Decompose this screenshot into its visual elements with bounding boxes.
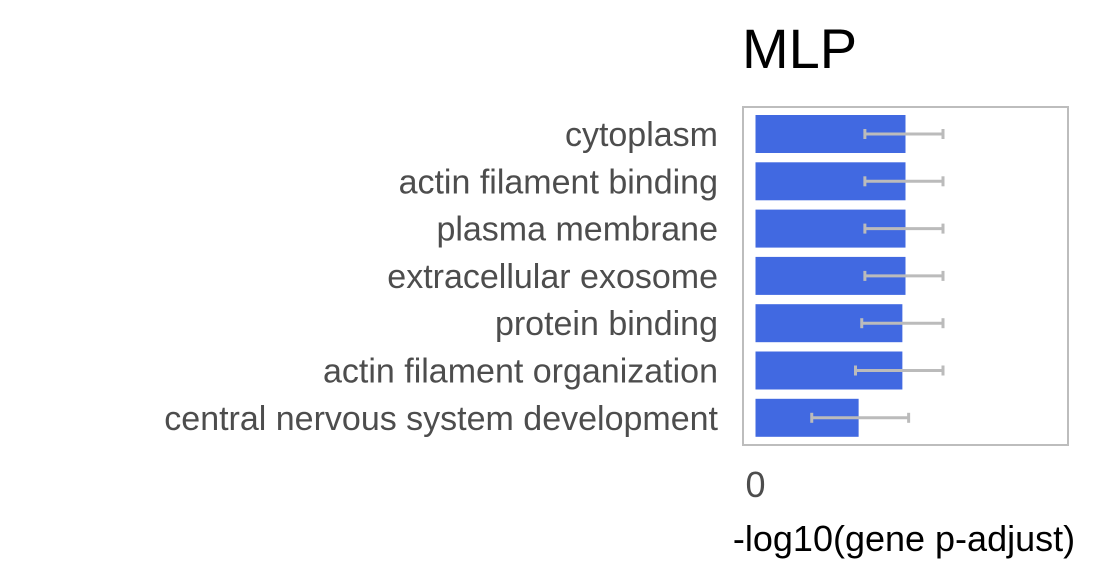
category-labels: cytoplasm actin filament binding plasma me… — [164, 116, 718, 438]
category-label-5: actin filament organization — [323, 353, 718, 391]
error-bar-4 — [860, 318, 945, 329]
category-label-6: central nervous system development — [164, 400, 718, 438]
category-label-3: extracellular exosome — [387, 258, 718, 296]
plot-frame — [742, 106, 1069, 446]
category-label-1: actin filament binding — [399, 163, 718, 201]
category-label-0: cytoplasm — [565, 116, 718, 154]
error-bar-0 — [863, 129, 945, 139]
x-axis-label: -log10(gene p-adjust) — [733, 518, 1075, 559]
x-tick-label-0: 0 — [745, 464, 765, 505]
x-axis-ticks: 0 — [745, 464, 765, 505]
chart-title: MLP — [742, 17, 857, 80]
error-bar-6 — [810, 412, 911, 423]
error-bar-3 — [863, 270, 945, 281]
category-label-2: plasma membrane — [436, 211, 718, 249]
error-bar-5 — [854, 365, 945, 376]
error-bar-1 — [863, 176, 945, 187]
category-label-4: protein binding — [495, 305, 718, 343]
error-bar-2 — [863, 223, 945, 234]
error-bars-layer — [810, 129, 945, 423]
